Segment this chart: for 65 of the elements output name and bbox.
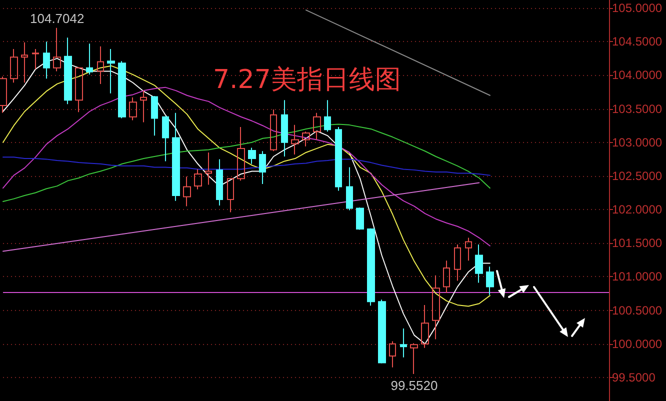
- candlestick: [162, 116, 169, 162]
- y-tick-label: 105.0000: [612, 1, 662, 16]
- candlestick: [259, 150, 266, 185]
- candlestick: [151, 96, 158, 136]
- y-tick-label: 104.5000: [612, 34, 662, 49]
- candlestick: [356, 207, 364, 230]
- candlestick: [291, 124, 299, 155]
- candlestick: [75, 66, 83, 113]
- candlestick: [443, 260, 450, 294]
- candlestick: [432, 274, 440, 340]
- candlestick: [324, 100, 331, 132]
- candlestick: [270, 108, 277, 152]
- line-series: [2, 65, 490, 307]
- candlestick: [205, 152, 212, 186]
- candlestick: [400, 328, 407, 358]
- candlestick: [107, 48, 115, 94]
- candlestick: [183, 176, 191, 207]
- candlestick: [421, 304, 429, 348]
- candlestick: [281, 100, 288, 158]
- text: 7.27美指日线图: [213, 65, 401, 95]
- annotation: 104.7042: [30, 10, 84, 26]
- line-series: [2, 124, 490, 202]
- candlestick: [237, 126, 245, 182]
- y-tick-label: 102.5000: [612, 168, 662, 183]
- candlestick: [21, 42, 28, 84]
- candlestick: [389, 340, 396, 368]
- y-tick-label: 103.0000: [612, 135, 662, 150]
- candlestick: [367, 228, 375, 306]
- candlestick: [97, 46, 104, 84]
- candlestick: [302, 131, 310, 147]
- candlestick: [32, 48, 39, 70]
- candlestick: [410, 342, 418, 374]
- y-tick-label: 104.0000: [612, 68, 662, 82]
- candlestick: [486, 266, 494, 296]
- annotation: 99.5520: [390, 378, 438, 393]
- candlestick: [194, 168, 202, 190]
- line-series: [2, 58, 490, 344]
- y-tick-label: 101.0000: [612, 270, 662, 284]
- candlestick: [10, 48, 18, 84]
- candlestick: [313, 112, 321, 140]
- y-tick-label: 101.5000: [612, 236, 662, 250]
- y-tick-label: 100.5000: [612, 303, 662, 318]
- candlestick: [140, 90, 147, 123]
- candlestick: [454, 244, 461, 282]
- candlestick: [346, 166, 353, 211]
- candlestick: [227, 178, 234, 213]
- y-tick-label: 99.5000: [612, 370, 656, 384]
- candlestick: [86, 43, 93, 76]
- candlestick: [335, 126, 342, 192]
- candlestick: [53, 27, 61, 72]
- candlestick: [216, 158, 223, 206]
- candlestick: [465, 237, 472, 262]
- candlestick: [378, 299, 386, 364]
- candlestick: [129, 96, 137, 121]
- candlestick: [43, 41, 50, 80]
- candlestick: [118, 60, 126, 119]
- y-tick-label: 103.5000: [612, 102, 662, 116]
- candlestick: [248, 147, 256, 164]
- line-series: [2, 156, 490, 176]
- candlestick: [475, 244, 483, 284]
- candlestick: [172, 112, 180, 202]
- y-tick-label: 100.0000: [612, 336, 662, 351]
- candlestick: [64, 37, 72, 105]
- y-tick-label: 102.0000: [612, 202, 662, 217]
- candlestick: [0, 76, 7, 114]
